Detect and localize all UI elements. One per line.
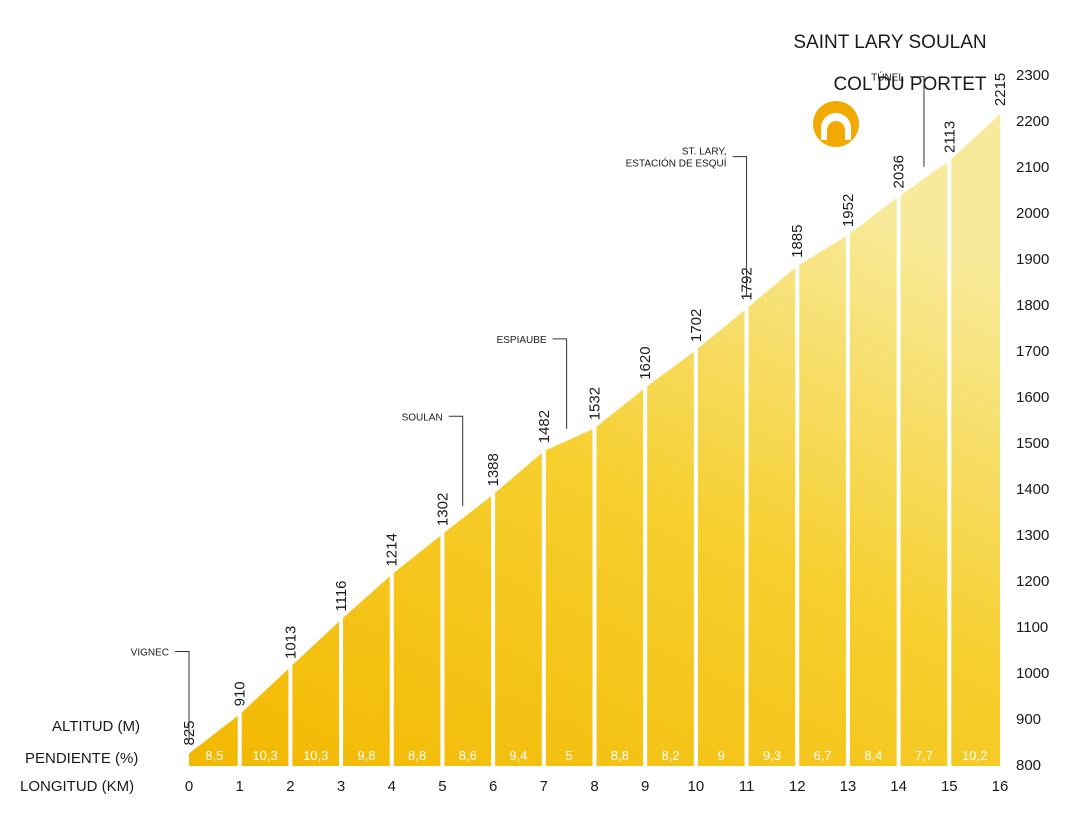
gradient-label: 9,3 (763, 748, 781, 763)
altitude-label: 2113 (941, 121, 958, 153)
summit-title: COL DU PORTET (833, 74, 986, 95)
altitude-labels: 8259101013111612141302138814821532162017… (181, 73, 1009, 746)
km-dividers (237, 160, 952, 766)
gradient-label: 5 (566, 748, 573, 763)
annotation-leader (732, 156, 748, 297)
altitude-label: 1302 (434, 493, 451, 526)
y-tick-label: 800 (1016, 757, 1041, 774)
place-label: TÚNEL (871, 71, 904, 84)
x-tick-label: 4 (388, 778, 396, 795)
x-axis: 0 1 2 3 4 5 6 7 8 9 10 11 12 13 14 15 16 (185, 778, 1009, 795)
y-tick-label: 1800 (1016, 297, 1049, 314)
gradient-label: 8,5 (205, 748, 223, 763)
altitude-row-label: ALTITUD (M) (52, 718, 140, 735)
altitude-label: 1702 (688, 309, 705, 342)
gradient-label: 10,2 (962, 748, 987, 763)
x-tick-label: 5 (438, 778, 446, 795)
gradient-label: 8,2 (661, 748, 679, 763)
altitude-label: 1952 (840, 194, 857, 227)
y-tick-label: 2100 (1016, 159, 1049, 176)
altitude-label: 1388 (485, 453, 502, 486)
x-tick-label: 14 (890, 778, 907, 795)
x-tick-label: 12 (789, 778, 806, 795)
gradient-label: 8,4 (864, 748, 882, 763)
y-tick-label: 1500 (1016, 435, 1049, 452)
place-label: SOULAN (402, 412, 443, 423)
y-tick-label: 900 (1016, 711, 1041, 728)
place-label: VIGNEC (131, 648, 169, 659)
altitude-label: 1013 (282, 626, 299, 659)
y-tick-label: 1700 (1016, 343, 1049, 360)
x-tick-label: 16 (992, 778, 1009, 795)
gradient-label: 9,8 (357, 748, 375, 763)
gradient-label: 10,3 (252, 748, 277, 763)
annotation-leader (448, 415, 464, 507)
altitude-label: 1116 (333, 580, 350, 611)
altitude-label: 1482 (536, 410, 553, 443)
x-tick-label: 0 (185, 778, 193, 795)
gradient-label: 9,4 (509, 748, 527, 763)
x-tick-label: 1 (236, 778, 244, 795)
x-tick-label: 8 (590, 778, 598, 795)
x-tick-label: 10 (688, 778, 705, 795)
altitude-label: 1620 (637, 346, 654, 379)
place-label: ESPIAUBE (497, 335, 547, 346)
y-tick-label: 1100 (1016, 619, 1048, 636)
place-annotations: VIGNEC SOULAN ESPIAUBE ST. LARY,ESTACIÓN DE… (131, 71, 925, 742)
y-tick-label: 1300 (1016, 527, 1049, 544)
altitude-label: 1885 (789, 225, 806, 258)
gradient-label: 9 (718, 748, 725, 763)
x-tick-label: 15 (941, 778, 958, 795)
annotation-leader (909, 76, 925, 167)
x-tick-label: 11 (739, 778, 755, 795)
x-tick-label: 13 (840, 778, 857, 795)
y-tick-label: 1200 (1016, 573, 1049, 590)
x-tick-label: 3 (337, 778, 345, 795)
annotation-leader (552, 338, 568, 429)
gradient-label: 8,8 (611, 748, 629, 763)
x-tick-label: 2 (286, 778, 294, 795)
annotation-leader (175, 651, 190, 742)
y-tick-label: 1900 (1016, 251, 1049, 268)
gradient-label: 7,7 (915, 748, 933, 763)
gradient-label: 10,3 (303, 748, 328, 763)
distance-row-label: LONGITUD (KM) (20, 778, 134, 795)
gradient-label: 6,7 (814, 748, 832, 763)
y-tick-label: 2200 (1016, 113, 1049, 130)
y-tick-label: 1000 (1016, 665, 1049, 682)
y-tick-label: 1600 (1016, 389, 1049, 406)
gradient-labels: 8,5 10,3 10,3 9,8 8,8 8,6 9,4 5 8,8 8,2 9 9,3 6,7 8,4… (205, 748, 987, 763)
y-tick-label: 1400 (1016, 481, 1049, 498)
x-tick-label: 6 (489, 778, 497, 795)
gradient-row-label: PENDIENTE (%) (25, 750, 138, 767)
altitude-label: 2215 (992, 73, 1009, 106)
y-axis: 800 900 1000 1100 1200 1300 1400 1500 1600 1700 18… (1016, 67, 1049, 774)
altitude-label: 2036 (891, 155, 908, 188)
x-tick-label: 7 (540, 778, 548, 795)
altitude-label: 1532 (587, 387, 604, 420)
gradient-label: 8,6 (459, 748, 477, 763)
y-tick-label: 2000 (1016, 205, 1049, 222)
tunnel-icon (813, 101, 859, 147)
place-label: ESTACIÓN DE ESQUÍ (626, 157, 727, 170)
x-tick-label: 9 (641, 778, 649, 795)
y-tick-label: 2300 (1016, 67, 1049, 84)
altitude-label: 910 (232, 681, 249, 706)
altitude-label: 1214 (384, 533, 401, 566)
route-title: SAINT LARY SOULAN (793, 32, 986, 53)
gradient-label: 8,8 (408, 748, 426, 763)
place-label: ST. LARY, (682, 147, 727, 158)
